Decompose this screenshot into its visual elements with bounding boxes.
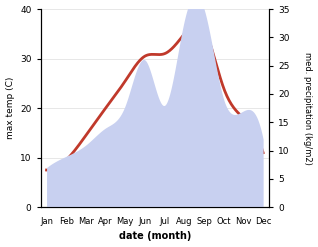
Y-axis label: max temp (C): max temp (C) <box>5 77 15 139</box>
Y-axis label: med. precipitation (kg/m2): med. precipitation (kg/m2) <box>303 52 313 165</box>
X-axis label: date (month): date (month) <box>119 231 191 242</box>
